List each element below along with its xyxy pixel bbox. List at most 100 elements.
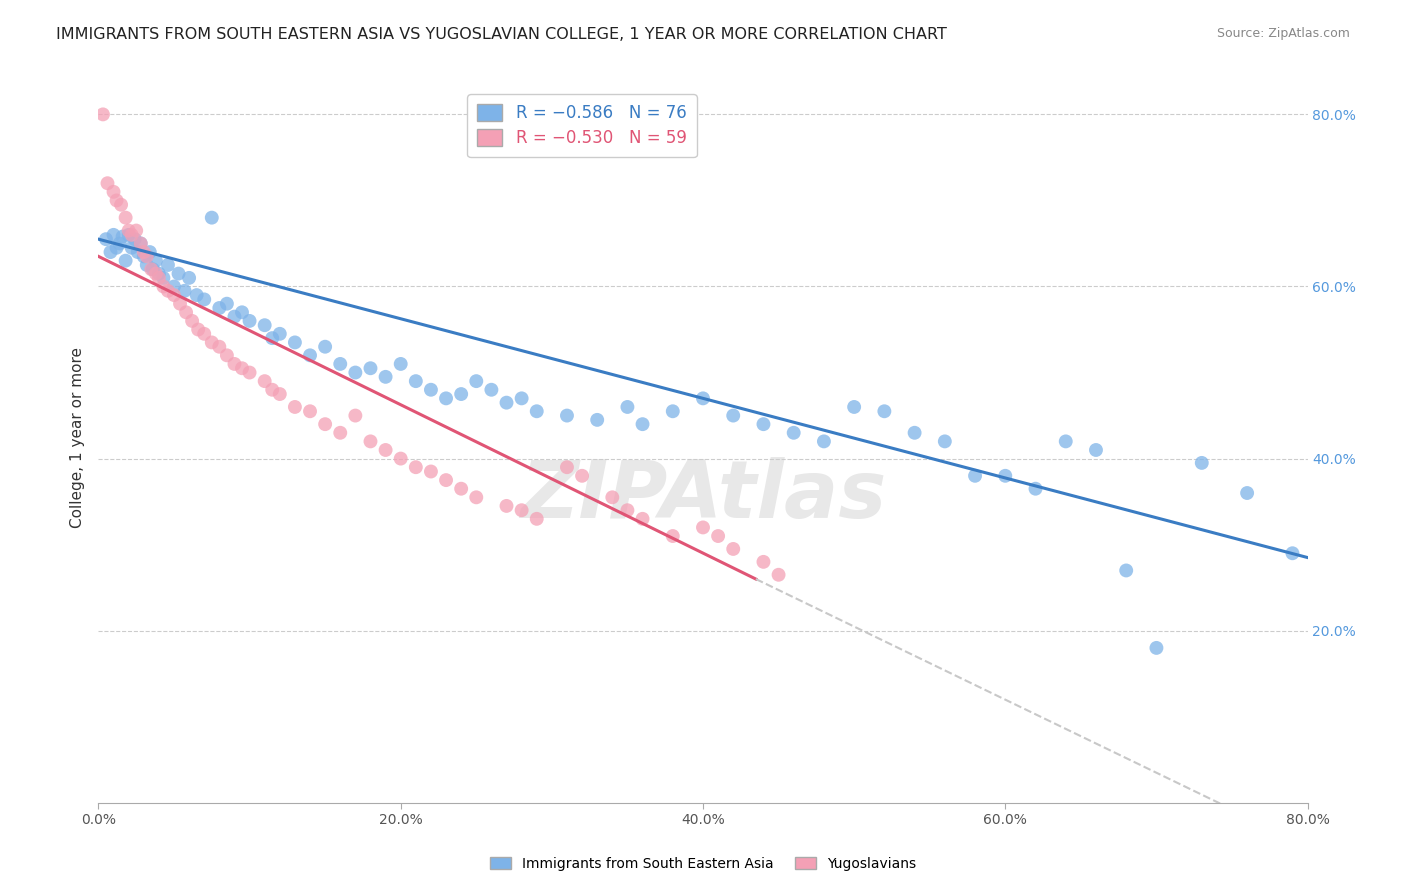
Point bbox=[420, 383, 443, 397]
Point bbox=[420, 465, 443, 479]
Point bbox=[752, 555, 775, 569]
Point bbox=[344, 409, 367, 423]
Point bbox=[239, 314, 262, 328]
Point bbox=[965, 468, 987, 483]
Point bbox=[127, 245, 149, 260]
Point bbox=[631, 512, 654, 526]
Point bbox=[114, 253, 136, 268]
Point bbox=[193, 293, 215, 307]
Point bbox=[148, 267, 170, 281]
Point bbox=[616, 503, 638, 517]
Point bbox=[405, 374, 427, 388]
Point bbox=[299, 404, 322, 418]
Point bbox=[450, 482, 472, 496]
Point bbox=[156, 284, 179, 298]
Point bbox=[571, 468, 593, 483]
Point bbox=[163, 279, 186, 293]
Point bbox=[904, 425, 927, 440]
Point bbox=[783, 425, 806, 440]
Point bbox=[752, 417, 775, 432]
Point bbox=[224, 310, 246, 324]
Point bbox=[201, 335, 224, 350]
Point bbox=[187, 322, 209, 336]
Point bbox=[96, 176, 118, 190]
Point bbox=[121, 241, 143, 255]
Point bbox=[231, 361, 253, 376]
Point bbox=[269, 326, 291, 341]
Point bbox=[135, 249, 157, 263]
Point bbox=[314, 340, 336, 354]
Point bbox=[481, 383, 503, 397]
Point bbox=[193, 326, 215, 341]
Point bbox=[152, 271, 174, 285]
Text: Source: ZipAtlas.com: Source: ZipAtlas.com bbox=[1216, 27, 1350, 40]
Point bbox=[360, 434, 382, 449]
Point bbox=[105, 241, 128, 255]
Point bbox=[465, 374, 488, 388]
Point bbox=[465, 491, 488, 505]
Point bbox=[110, 198, 132, 212]
Point bbox=[231, 305, 253, 319]
Point bbox=[1054, 434, 1077, 449]
Point bbox=[114, 211, 136, 225]
Point bbox=[602, 491, 624, 505]
Point bbox=[148, 271, 170, 285]
Point bbox=[1024, 482, 1046, 496]
Point bbox=[284, 335, 307, 350]
Point bbox=[389, 357, 412, 371]
Point bbox=[723, 409, 745, 423]
Point bbox=[129, 236, 152, 251]
Point bbox=[145, 253, 167, 268]
Point bbox=[1281, 546, 1303, 560]
Point bbox=[186, 288, 208, 302]
Point bbox=[103, 185, 125, 199]
Point bbox=[1144, 640, 1167, 655]
Point bbox=[510, 392, 533, 406]
Point bbox=[434, 392, 457, 406]
Point bbox=[495, 395, 517, 409]
Legend: R = −0.586   N = 76, R = −0.530   N = 59: R = −0.586 N = 76, R = −0.530 N = 59 bbox=[467, 95, 697, 157]
Text: IMMIGRANTS FROM SOUTH EASTERN ASIA VS YUGOSLAVIAN COLLEGE, 1 YEAR OR MORE CORREL: IMMIGRANTS FROM SOUTH EASTERN ASIA VS YU… bbox=[56, 27, 948, 42]
Point bbox=[692, 520, 714, 534]
Point bbox=[132, 245, 155, 260]
Point bbox=[586, 413, 609, 427]
Point bbox=[94, 232, 117, 246]
Point bbox=[495, 499, 517, 513]
Point bbox=[374, 442, 396, 457]
Point bbox=[692, 392, 714, 406]
Point bbox=[661, 529, 683, 543]
Point bbox=[201, 211, 224, 225]
Point bbox=[145, 267, 167, 281]
Point bbox=[526, 512, 548, 526]
Point bbox=[262, 331, 284, 345]
Point bbox=[768, 567, 790, 582]
Point bbox=[934, 434, 956, 449]
Point bbox=[1191, 456, 1213, 470]
Point bbox=[329, 425, 352, 440]
Point bbox=[873, 404, 896, 418]
Point bbox=[125, 223, 148, 237]
Point bbox=[169, 296, 191, 310]
Point bbox=[374, 369, 396, 384]
Point bbox=[142, 262, 165, 277]
Point bbox=[450, 387, 472, 401]
Point bbox=[100, 245, 122, 260]
Point bbox=[723, 541, 745, 556]
Point bbox=[224, 357, 246, 371]
Point bbox=[253, 374, 276, 388]
Point bbox=[284, 400, 307, 414]
Point bbox=[510, 503, 533, 517]
Point bbox=[181, 314, 204, 328]
Point bbox=[121, 227, 143, 242]
Point bbox=[163, 288, 186, 302]
Point bbox=[1085, 442, 1108, 457]
Point bbox=[405, 460, 427, 475]
Point bbox=[329, 357, 352, 371]
Legend: Immigrants from South Eastern Asia, Yugoslavians: Immigrants from South Eastern Asia, Yugo… bbox=[485, 851, 921, 876]
Point bbox=[208, 301, 231, 315]
Point bbox=[555, 460, 578, 475]
Point bbox=[129, 236, 152, 251]
Point bbox=[141, 262, 163, 277]
Point bbox=[156, 258, 179, 272]
Point bbox=[314, 417, 336, 432]
